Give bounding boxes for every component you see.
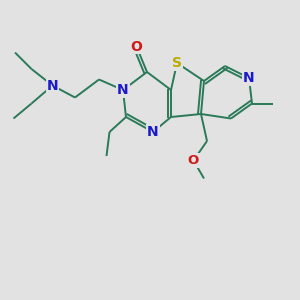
Text: N: N (147, 125, 159, 139)
Text: N: N (117, 83, 129, 97)
Text: N: N (47, 79, 58, 92)
Text: N: N (243, 71, 255, 85)
Text: O: O (130, 40, 142, 53)
Text: O: O (188, 154, 199, 167)
Text: S: S (172, 56, 182, 70)
